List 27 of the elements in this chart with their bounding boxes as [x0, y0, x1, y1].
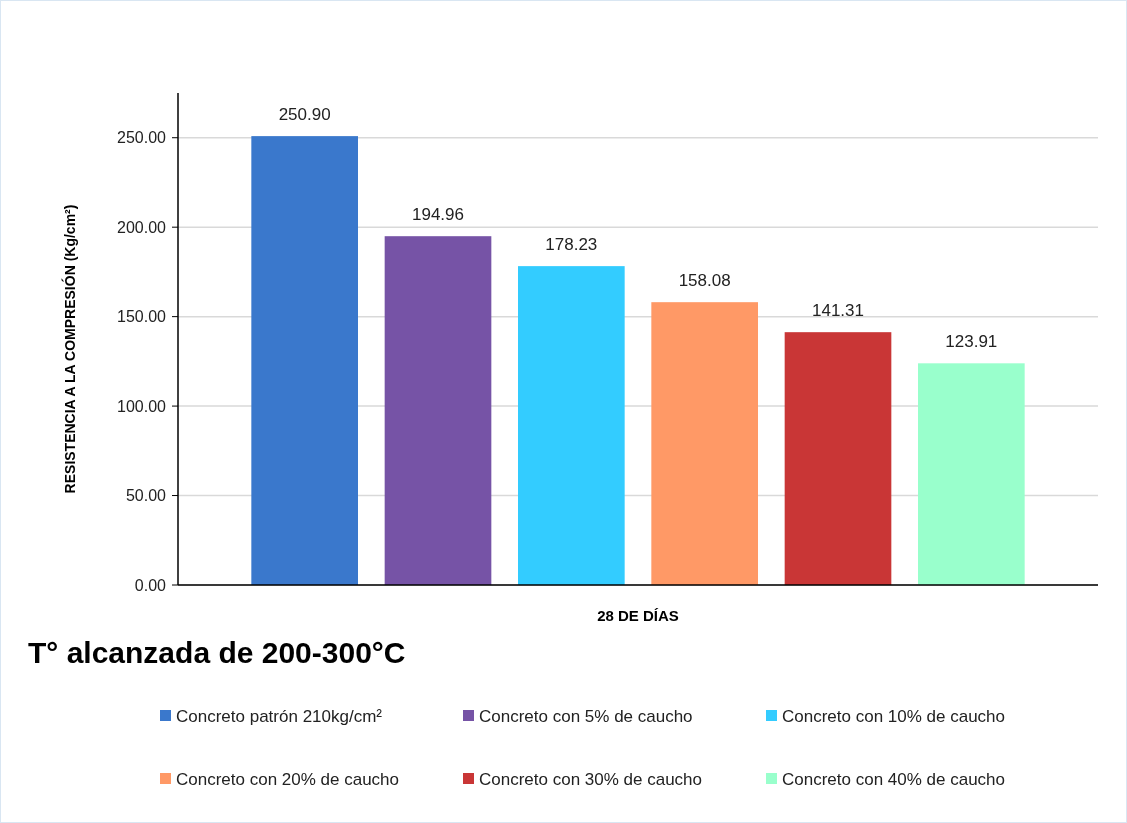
bar [651, 302, 758, 585]
legend-label: Concreto patrón 210kg/cm² [176, 706, 383, 726]
legend-label: Concreto con 40% de caucho [782, 769, 1006, 789]
y-tick-label: 100.00 [117, 397, 167, 415]
y-tick-label: 150.00 [117, 308, 167, 326]
data-label: 123.91 [945, 332, 998, 352]
data-label: 178.23 [545, 235, 598, 255]
legend-label: Concreto con 10% de caucho [782, 706, 1006, 726]
bar [918, 363, 1025, 585]
x-tick-label: 28 DE DÍAS [597, 607, 679, 624]
data-label: 250.90 [278, 105, 331, 125]
y-axis-title: RESISTENCIA A LA COMPRESIÓN (Kg/cm²) [61, 204, 78, 494]
data-label: 158.08 [678, 271, 731, 291]
legend-label: Concreto con 5% de caucho [479, 706, 693, 726]
y-tick-label: 50.00 [125, 487, 167, 505]
bar [384, 236, 492, 585]
text: T° alcanzada de 200-300°C [28, 636, 406, 669]
y-tick-label: 0.00 [134, 576, 167, 594]
data-label: 141.31 [812, 301, 864, 321]
data-label: 194.96 [412, 205, 464, 225]
bar [251, 136, 358, 585]
bar [518, 266, 625, 585]
bar [784, 332, 892, 585]
legend-label: Concreto con 20% de caucho [176, 769, 400, 789]
y-tick-label: 200.00 [117, 218, 167, 236]
legend-label: Concreto con 30% de caucho [479, 769, 703, 789]
y-tick-label: 250.00 [117, 129, 167, 147]
